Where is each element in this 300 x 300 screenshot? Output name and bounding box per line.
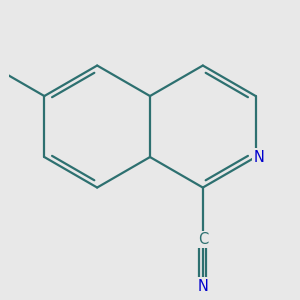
Text: N: N bbox=[197, 279, 208, 294]
Text: C: C bbox=[198, 232, 208, 247]
Text: N: N bbox=[254, 149, 264, 164]
